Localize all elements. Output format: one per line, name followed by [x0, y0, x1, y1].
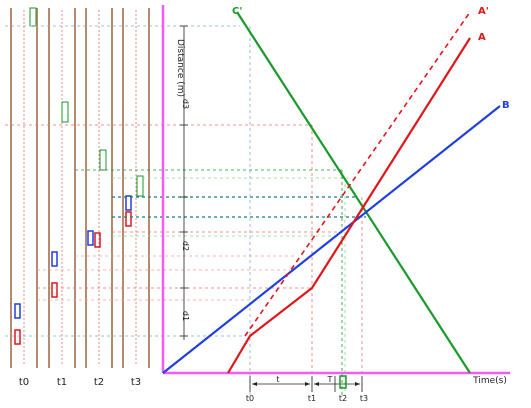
- blue-car-marker-t0: [14, 303, 21, 319]
- red-car-marker-t3: [125, 211, 132, 227]
- axes: [161, 5, 510, 375]
- red-car-marker-t1: [51, 282, 58, 298]
- blue-car-marker-t3: [125, 195, 132, 211]
- strip-markers: [14, 7, 144, 345]
- x-axis-label: Time(s): [472, 376, 507, 386]
- snapshot-strip-t2: [85, 8, 113, 368]
- green-car-marker-t0: [29, 7, 37, 27]
- x-tick-t1: t1: [308, 394, 316, 403]
- strip-labels: t0 t1 t2 t3: [19, 377, 141, 388]
- x-tick-t3: t3: [360, 394, 368, 403]
- x-tick-t0: t0: [246, 394, 254, 403]
- time-marks: [249, 376, 363, 392]
- y-tick-d2: d2: [181, 241, 190, 251]
- label-A: A: [478, 32, 486, 43]
- blue-car-marker-t2: [87, 230, 94, 246]
- green-car-marker-t3: [136, 175, 144, 197]
- red-car-marker-t0: [14, 329, 21, 345]
- horizontal-guides: [5, 25, 366, 337]
- label-C: C': [232, 6, 242, 17]
- blue-car-marker-t1: [51, 251, 58, 267]
- line-A-prime: [244, 11, 471, 337]
- strip-label-t3: t3: [131, 377, 141, 388]
- snapshot-strip-t1: [48, 8, 76, 368]
- strip-label-t2: t2: [94, 377, 104, 388]
- time-labels: t T t0 t1 t2 t3: [246, 375, 368, 403]
- strip-label-t1: t1: [57, 377, 67, 388]
- line-A: [227, 37, 471, 374]
- snapshot-strip-t0: [10, 8, 38, 368]
- line-labels: C' A' A B: [232, 6, 510, 111]
- label-A-prime: A': [478, 6, 489, 17]
- x-tick-t2: t2: [339, 394, 347, 403]
- y-scale: [180, 25, 188, 340]
- arrow-heads: [252, 382, 360, 386]
- interval-label-T: T: [327, 375, 333, 384]
- strip-label-t0: t0: [19, 377, 29, 388]
- snapshot-strip-t3: [122, 8, 150, 368]
- label-B: B: [502, 100, 510, 111]
- y-tick-d1: d1: [181, 311, 190, 321]
- green-car-marker-t2: [99, 149, 107, 171]
- green-car-marker-t1: [61, 101, 69, 123]
- vertical-guides: [249, 26, 363, 395]
- green-time-marker: [339, 375, 347, 389]
- snapshot-strips: [10, 8, 150, 368]
- line-B: [162, 105, 501, 374]
- data-lines: [162, 11, 501, 374]
- y-axis-label: Distance (m): [175, 39, 185, 97]
- interval-label-t: t: [276, 375, 279, 384]
- strip-centre-lines: [23, 10, 137, 366]
- red-car-marker-t2: [94, 232, 101, 248]
- line-C: [236, 11, 471, 374]
- y-tick-d3: d3: [181, 99, 190, 109]
